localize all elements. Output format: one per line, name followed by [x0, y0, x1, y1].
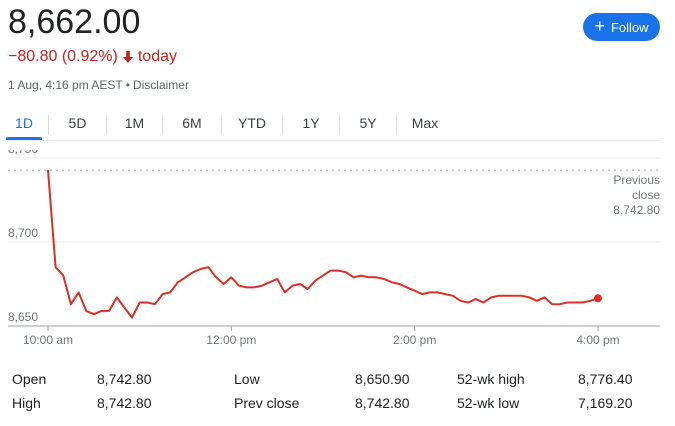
tab-5d[interactable]: 5D	[68, 115, 87, 131]
previous-close-label: close	[632, 188, 660, 202]
stat-high-label: High	[12, 395, 41, 411]
price-chart[interactable]: 8,750 8,700 8,650 10:00 am 12:00 pm 2:00 pm 4:…	[0, 150, 675, 350]
stat-high-value: 8,742.80	[97, 395, 152, 411]
quote-meta: 1 Aug, 4:16 pm AEST • Disclaimer	[8, 77, 189, 93]
x-tick-label: 10:00 am	[23, 333, 73, 347]
separator-dot: •	[125, 78, 130, 92]
stat-prev-close-value: 8,742.80	[355, 395, 410, 411]
tab-divider	[162, 115, 163, 135]
stat-52wk-high-label: 52-wk high	[457, 371, 525, 387]
previous-close-value: 8,742.80	[613, 203, 660, 217]
stat-open-label: Open	[12, 371, 47, 387]
previous-close-label: Previous	[613, 173, 660, 187]
series-line	[47, 170, 599, 319]
y-tick-label: 8,650	[8, 310, 38, 324]
tab-divider	[396, 115, 397, 135]
tabs-underline	[8, 140, 660, 141]
stat-open-value: 8,742.80	[97, 371, 152, 387]
y-tick-label: 8,750	[8, 150, 38, 156]
stat-52wk-high-value: 8,776.40	[578, 371, 633, 387]
plus-icon: +	[594, 16, 605, 36]
tab-divider	[48, 115, 49, 135]
tab-1d[interactable]: 1D	[0, 110, 48, 140]
price-change: −80.80 (0.92%) today	[8, 47, 177, 67]
follow-label: Follow	[610, 19, 649, 35]
stat-low-label: Low	[234, 371, 260, 387]
tab-divider	[282, 115, 283, 135]
arrow-down-icon	[122, 51, 133, 63]
stat-52wk-low-value: 7,169.20	[578, 395, 633, 411]
tab-6m[interactable]: 6M	[182, 115, 202, 131]
tab-1m[interactable]: 1M	[124, 115, 145, 131]
change-period: today	[137, 48, 177, 65]
x-tick-label: 2:00 pm	[393, 333, 436, 347]
tab-divider	[339, 115, 340, 135]
tab-divider	[106, 115, 107, 135]
price-value: 8,662.00	[8, 3, 141, 41]
stat-prev-close-label: Prev close	[234, 395, 300, 411]
stat-52wk-low-label: 52-wk low	[457, 395, 520, 411]
disclaimer-link[interactable]: Disclaimer	[132, 78, 189, 92]
x-tick-label: 4:00 pm	[576, 333, 619, 347]
tab-divider	[221, 115, 222, 135]
range-tabs: 1D 5D 1M 6M YTD 1Y 5Y Max	[0, 110, 453, 140]
last-price-dot	[594, 294, 602, 303]
change-value: −80.80 (0.92%)	[8, 48, 118, 65]
y-tick-label: 8,700	[8, 226, 38, 240]
tab-5y[interactable]: 5Y	[359, 115, 377, 131]
tab-1y[interactable]: 1Y	[302, 115, 320, 131]
stat-low-value: 8,650.90	[355, 371, 410, 387]
tab-ytd[interactable]: YTD	[238, 115, 266, 131]
follow-button[interactable]: + Follow	[583, 13, 660, 41]
quote-timestamp: 1 Aug, 4:16 pm AEST	[8, 78, 123, 92]
x-tick-label: 12:00 pm	[206, 333, 256, 347]
tab-max[interactable]: Max	[411, 115, 439, 131]
